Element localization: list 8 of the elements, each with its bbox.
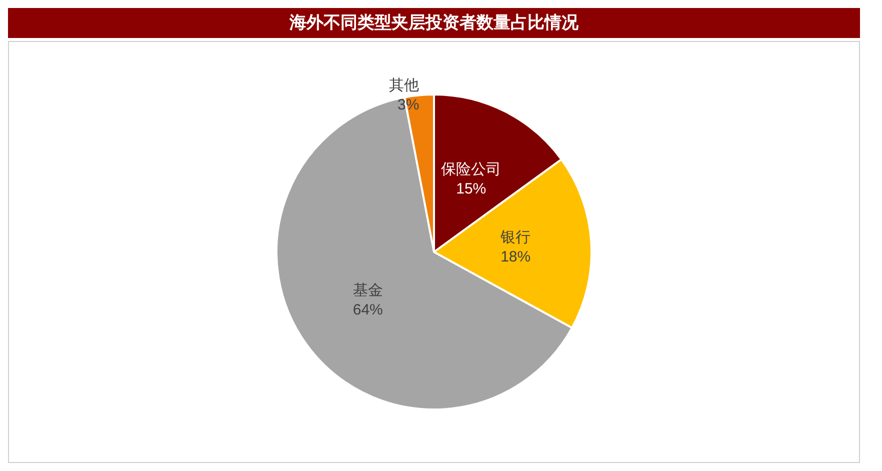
slice-label: 其他	[389, 76, 420, 94]
chart-title: 海外不同类型夹层投资者数量占比情况	[8, 8, 860, 38]
data-label: 18%	[500, 248, 531, 266]
data-label: 64%	[352, 302, 383, 319]
data-label: 15%	[456, 180, 486, 198]
slice-label: 保险公司	[441, 160, 502, 178]
slice-label: 银行	[500, 228, 531, 246]
slice-label: 基金	[352, 281, 383, 300]
